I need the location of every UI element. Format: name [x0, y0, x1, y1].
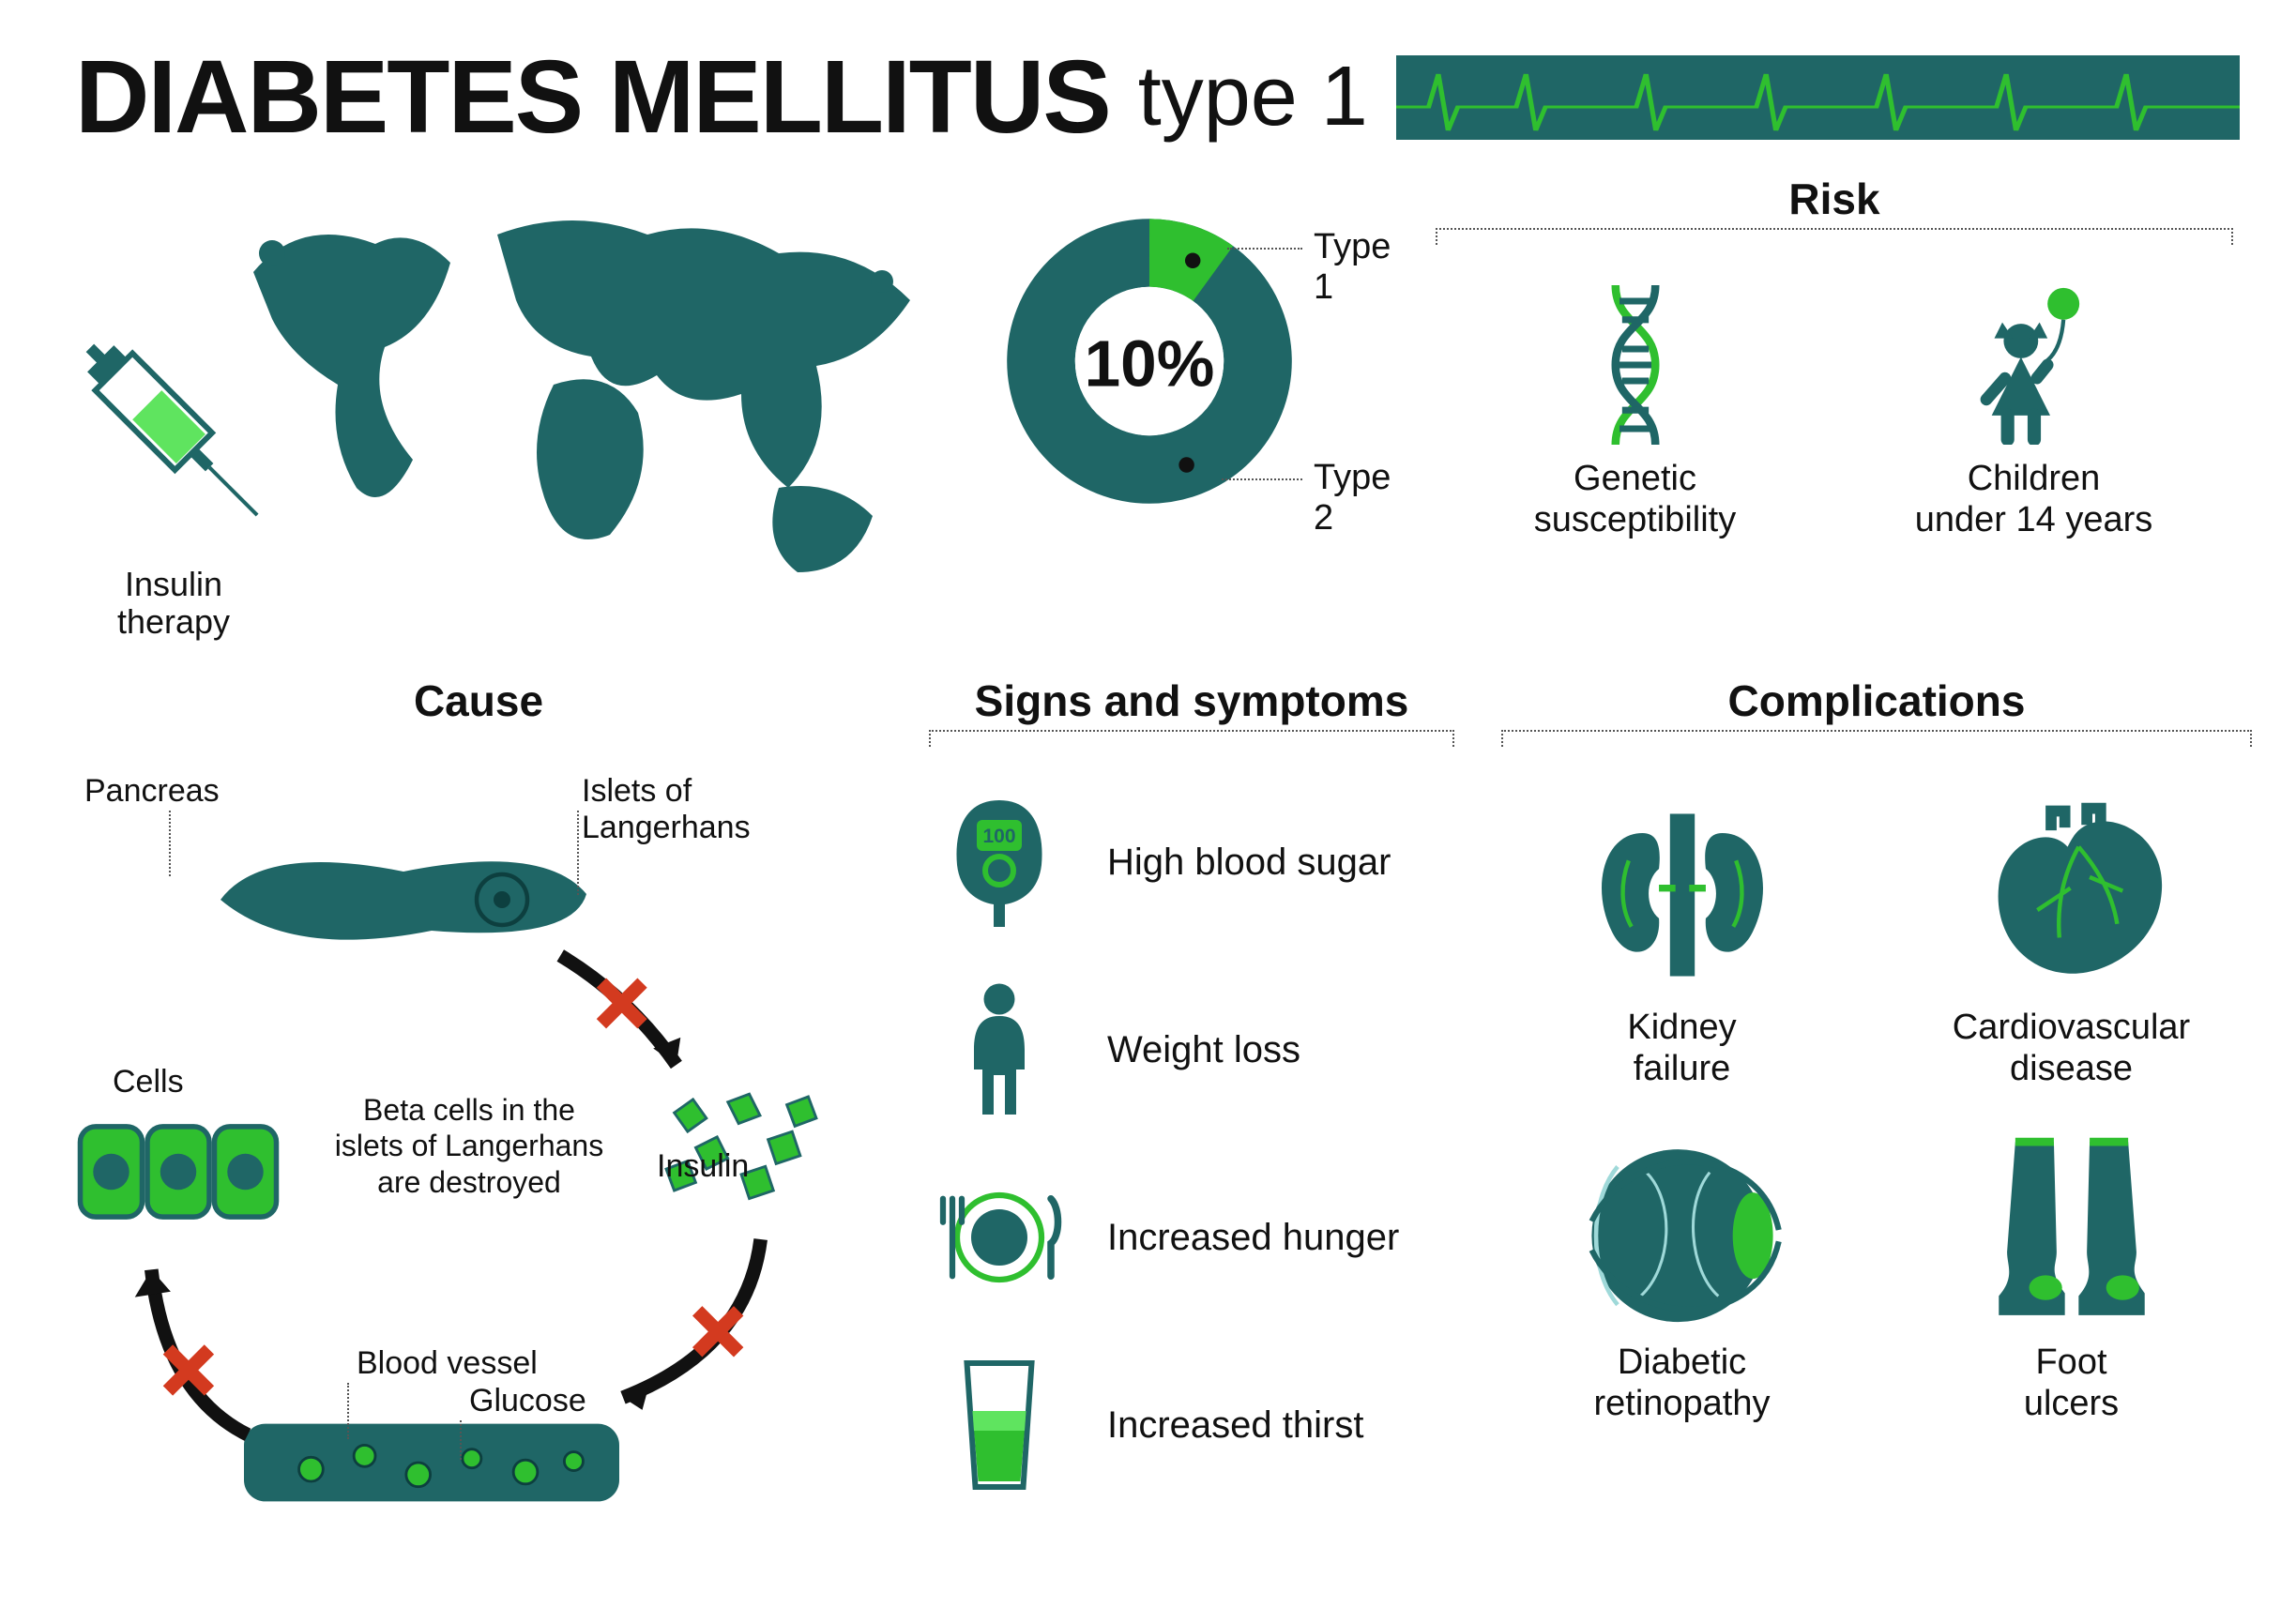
donut-center-label: 10% — [1085, 326, 1215, 400]
cells-label: Cells — [113, 1064, 184, 1100]
title-main: DIABETES MELLITUS — [75, 38, 1110, 157]
title-row: DIABETES MELLITUS type 1 — [75, 38, 2240, 157]
cause-note: Beta cells in the islets of Langerhans a… — [328, 1092, 610, 1200]
pancreas-label: Pancreas — [84, 773, 220, 810]
risk-item-children: Children under 14 years — [1865, 281, 2203, 540]
symptoms-heading: Signs and symptoms — [929, 675, 1454, 726]
complication-cardio: Cardiovascular disease — [1891, 792, 2252, 1089]
complications-section: Complications Kidney failure — [1501, 675, 2252, 1425]
blood-vessel-icon — [244, 1411, 619, 1514]
pancreas-icon — [206, 829, 601, 970]
complication-foot: Foot ulcers — [1891, 1127, 2252, 1424]
world-map-icon — [216, 197, 948, 600]
risk-genetic-label: Genetic susceptibility — [1467, 459, 1804, 540]
feet-icon — [1969, 1131, 2175, 1328]
symptom-2-label: Increased hunger — [1107, 1217, 1399, 1259]
symptom-high-blood-sugar: 100 High blood sugar — [929, 792, 1454, 933]
symptom-increased-hunger: Increased hunger — [929, 1167, 1454, 1308]
ecg-strip — [1396, 55, 2240, 140]
risk-heading: Risk — [1436, 174, 2233, 224]
risk-section: Risk Genetic susceptibility — [1436, 174, 2233, 540]
donut-icon: 10% — [995, 206, 1304, 516]
cause-heading: Cause — [56, 675, 901, 726]
glass-icon — [948, 1355, 1051, 1495]
kidneys-icon — [1579, 801, 1786, 989]
insulin-label: Insulin — [657, 1148, 749, 1185]
symptom-increased-thirst: Increased thirst — [929, 1355, 1454, 1495]
arrow-1-icon — [544, 942, 713, 1092]
cells-icon — [75, 1111, 281, 1233]
symptom-weight-loss: Weight loss — [929, 979, 1454, 1120]
meal-icon — [929, 1181, 1070, 1294]
blood-vessel-label: Blood vessel — [357, 1345, 538, 1382]
complication-2-label: Diabetic retinopathy — [1501, 1343, 1863, 1424]
complication-1-label: Cardiovascular disease — [1891, 1008, 2252, 1089]
symptoms-section: Signs and symptoms 100 High blood sugar — [929, 675, 1454, 1542]
world-map — [216, 197, 948, 600]
complications-heading: Complications — [1501, 675, 2252, 726]
glucose-label: Glucose — [469, 1383, 586, 1419]
svg-text:100: 100 — [982, 826, 1015, 847]
heart-icon — [1969, 801, 2175, 989]
person-icon — [952, 979, 1046, 1120]
islets-label: Islets of Langerhans — [582, 773, 751, 846]
complication-kidney: Kidney failure — [1501, 792, 1863, 1089]
ecg-icon — [1396, 55, 2240, 140]
complication-3-label: Foot ulcers — [1891, 1343, 2252, 1424]
risk-item-genetic: Genetic susceptibility — [1467, 281, 1804, 540]
cause-section: Cause Pancreas Islets of Langerhans — [56, 675, 901, 1580]
donut-type1-label: Type 1 — [1314, 227, 1391, 308]
title-sub: type 1 — [1138, 49, 1368, 145]
donut-chart: 10% Type 1 Type 2 — [995, 206, 1389, 600]
symptom-3-label: Increased thirst — [1107, 1404, 1363, 1447]
donut-type2-label: Type 2 — [1314, 458, 1391, 539]
glucose-meter-icon: 100 — [943, 792, 1056, 933]
eye-icon — [1574, 1127, 1790, 1333]
complication-retinopathy: Diabetic retinopathy — [1501, 1127, 1863, 1424]
arrow-2-icon — [582, 1223, 788, 1420]
risk-children-label: Children under 14 years — [1865, 459, 2203, 540]
complication-0-label: Kidney failure — [1501, 1008, 1863, 1089]
dna-icon — [1593, 285, 1678, 445]
symptom-0-label: High blood sugar — [1107, 842, 1391, 884]
arrow-3-icon — [122, 1242, 291, 1449]
child-balloon-icon — [1964, 285, 2105, 445]
symptom-1-label: Weight loss — [1107, 1029, 1300, 1071]
